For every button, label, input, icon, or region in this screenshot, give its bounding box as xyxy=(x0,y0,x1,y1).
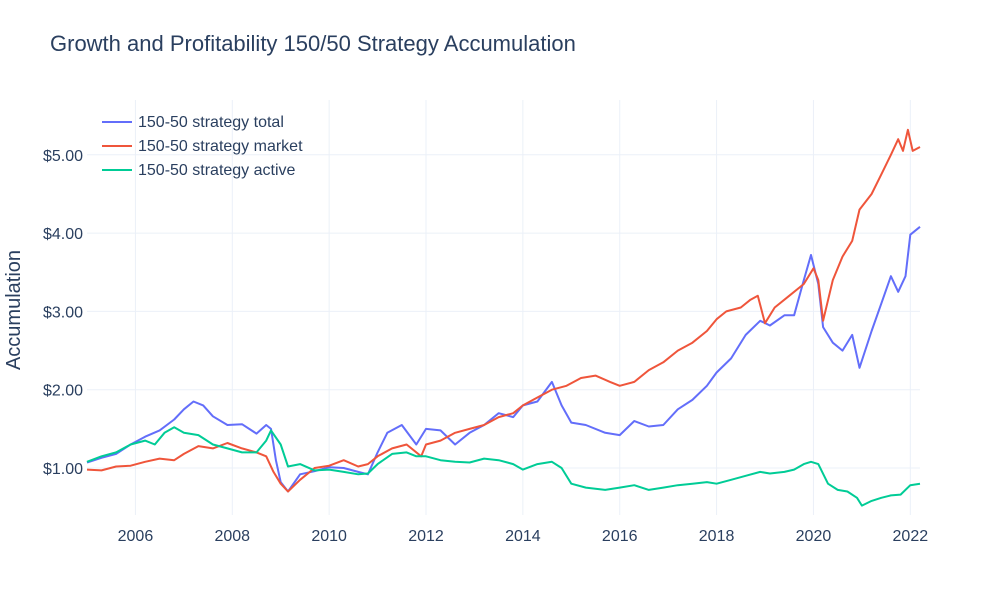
legend-label: 150-50 strategy active xyxy=(138,162,296,179)
y-tick-label: $4.00 xyxy=(43,226,83,243)
legend-label: 150-50 strategy total xyxy=(138,114,284,131)
y-tick-label: $1.00 xyxy=(43,461,83,478)
x-tick-label: 2008 xyxy=(214,528,250,545)
legend[interactable]: 150-50 strategy total 150-50 strategy mar… xyxy=(102,114,303,179)
x-tick-label: 2020 xyxy=(796,528,832,545)
series-line-3[interactable] xyxy=(86,426,921,507)
legend-item-2[interactable]: 150-50 strategy market xyxy=(102,138,303,155)
x-tick-label: 2014 xyxy=(505,528,541,545)
y-axis-label: Accumulation xyxy=(3,250,25,370)
y-tick-label: $2.00 xyxy=(43,383,83,400)
x-tick-label: 2018 xyxy=(699,528,735,545)
series-lines xyxy=(86,128,921,507)
legend-label: 150-50 strategy market xyxy=(138,138,303,155)
y-tick-label: $5.00 xyxy=(43,148,83,165)
x-tick-label: 2012 xyxy=(408,528,444,545)
x-tick-label: 2006 xyxy=(118,528,154,545)
legend-item-3[interactable]: 150-50 strategy active xyxy=(102,162,296,179)
x-tick-label: 2016 xyxy=(602,528,638,545)
chart-title: Growth and Profitability 150/50 Strategy… xyxy=(50,31,576,56)
x-tick-label: 2022 xyxy=(893,528,929,545)
series-line-1[interactable] xyxy=(86,226,921,493)
axes: 2006 2008 2010 2012 2014 2016 2018 2020 2022 $1.0… xyxy=(43,148,928,545)
gridlines xyxy=(87,100,920,515)
x-tick-label: 2010 xyxy=(311,528,347,545)
legend-item-1[interactable]: 150-50 strategy total xyxy=(102,114,284,131)
y-tick-label: $3.00 xyxy=(43,304,83,321)
